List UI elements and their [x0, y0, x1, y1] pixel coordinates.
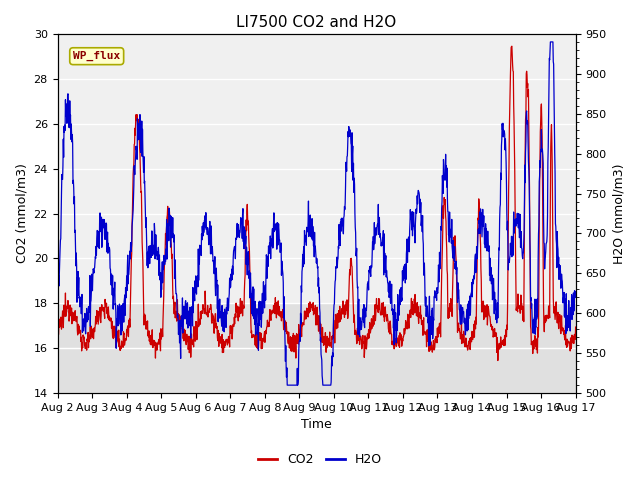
Legend: CO2, H2O: CO2, H2O: [253, 448, 387, 471]
X-axis label: Time: Time: [301, 419, 332, 432]
Title: LI7500 CO2 and H2O: LI7500 CO2 and H2O: [236, 15, 397, 30]
Bar: [58, 303, 575, 393]
Y-axis label: CO2 (mmol/m3): CO2 (mmol/m3): [15, 164, 28, 264]
Y-axis label: H2O (mmol/m3): H2O (mmol/m3): [612, 163, 625, 264]
Text: WP_flux: WP_flux: [73, 51, 120, 61]
